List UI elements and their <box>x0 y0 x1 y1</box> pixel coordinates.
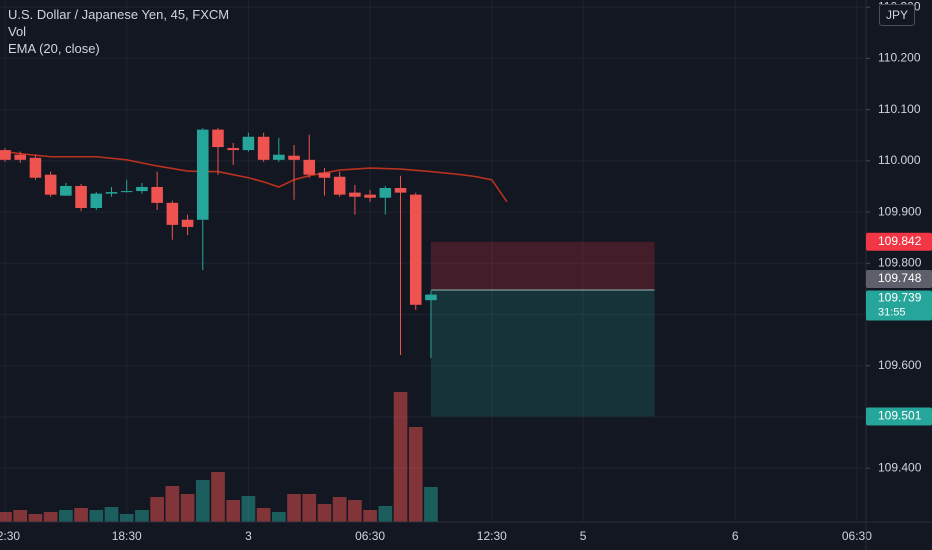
volume-bar <box>302 494 317 522</box>
volume-bar <box>59 510 73 522</box>
volume-bar <box>317 504 332 522</box>
y-tick-label: 109.800 <box>878 255 922 269</box>
candle-body <box>333 176 346 195</box>
candle-body <box>181 219 194 227</box>
x-tick-label: 6 <box>732 529 739 543</box>
price-label-bg <box>866 269 932 288</box>
y-tick-label: 109.600 <box>878 358 922 372</box>
y-tick-label: 109.400 <box>878 460 922 474</box>
indicator-label[interactable]: Vol <box>8 24 27 39</box>
volume-bar <box>363 510 377 522</box>
x-tick-label: 06:30 <box>842 529 872 543</box>
candle-body <box>273 154 285 160</box>
candle-body <box>196 129 209 220</box>
volume-bar <box>408 427 423 522</box>
candle-body <box>0 150 11 160</box>
last-price-label: 109.739 <box>878 291 922 305</box>
y-tick-label: 110.100 <box>878 102 921 116</box>
currency-button[interactable]: JPY <box>879 4 915 26</box>
candle-body <box>394 188 407 193</box>
price-label-bg <box>866 407 932 426</box>
indicator-label[interactable]: EMA (20, close) <box>8 41 100 56</box>
volume-bar <box>378 506 393 522</box>
candle-body <box>105 192 118 194</box>
volume-bar <box>287 494 301 522</box>
candle-body <box>409 194 422 305</box>
volume-bar <box>271 512 286 522</box>
volume-bar <box>180 494 195 522</box>
candle-body <box>75 185 87 208</box>
volume-bar <box>150 497 164 522</box>
volume-bar <box>74 508 88 522</box>
price-label: 109.748 <box>878 271 922 285</box>
candle-body <box>425 294 437 301</box>
x-tick-label: 06:30 <box>355 529 385 543</box>
stop-zone <box>430 241 655 290</box>
volume-bar <box>135 510 149 522</box>
volume-bar <box>424 487 438 522</box>
volume-bar <box>332 497 347 522</box>
candle-body <box>90 193 103 208</box>
volume-bar <box>256 508 271 522</box>
volume-bar <box>393 392 408 522</box>
candle-body <box>60 185 72 196</box>
x-tick-label: 18:30 <box>112 529 142 543</box>
volume-bar <box>195 480 210 522</box>
ema-line <box>4 150 508 203</box>
y-tick-label: 109.900 <box>878 204 922 218</box>
x-tick-label: 5 <box>580 529 587 543</box>
volume-bar <box>104 507 119 522</box>
countdown: 31:55 <box>878 306 906 318</box>
y-tick-label: 110.200 <box>878 51 921 65</box>
candle-body <box>242 136 255 151</box>
candle-body <box>227 148 239 151</box>
candle-body <box>44 174 57 195</box>
x-tick-label: 12:30 <box>0 529 20 543</box>
candle-body <box>303 159 316 175</box>
candle-body <box>151 186 163 203</box>
candle-body <box>212 129 224 148</box>
candle-body <box>349 192 361 197</box>
price-label-bg <box>866 232 932 251</box>
chart-title: U.S. Dollar / Japanese Yen, 45, FXCM <box>8 7 230 22</box>
y-tick-label: 110.000 <box>878 153 921 167</box>
candle-body <box>288 155 300 160</box>
last-price-bg <box>866 290 932 321</box>
volume-bar <box>119 514 134 522</box>
volume-bar <box>89 510 104 522</box>
target-zone <box>430 289 655 417</box>
x-tick-label: 12:30 <box>477 529 507 543</box>
volume-bar <box>13 510 28 522</box>
candle-body <box>379 188 392 198</box>
volume-bar <box>43 512 58 522</box>
candle-body <box>120 191 133 193</box>
price-label: 109.501 <box>878 409 922 423</box>
x-tick-label: 3 <box>245 529 252 543</box>
volume-bar <box>241 496 256 522</box>
volume-bar <box>165 486 180 522</box>
volume-bar <box>211 472 225 522</box>
price-label: 109.842 <box>878 234 922 248</box>
candle-body <box>364 194 376 198</box>
candle-body <box>166 202 179 225</box>
candle-body <box>136 186 148 192</box>
candle-body <box>318 172 331 178</box>
candle-body <box>257 136 270 160</box>
legend: U.S. Dollar / Japanese Yen, 45, FXCM Vol… <box>8 6 229 57</box>
volume-bar <box>28 514 43 522</box>
volume-bar <box>226 500 241 522</box>
candle-body <box>14 154 27 160</box>
candle-body <box>29 157 42 178</box>
volume-bar <box>348 500 362 522</box>
volume-bar <box>0 512 12 522</box>
